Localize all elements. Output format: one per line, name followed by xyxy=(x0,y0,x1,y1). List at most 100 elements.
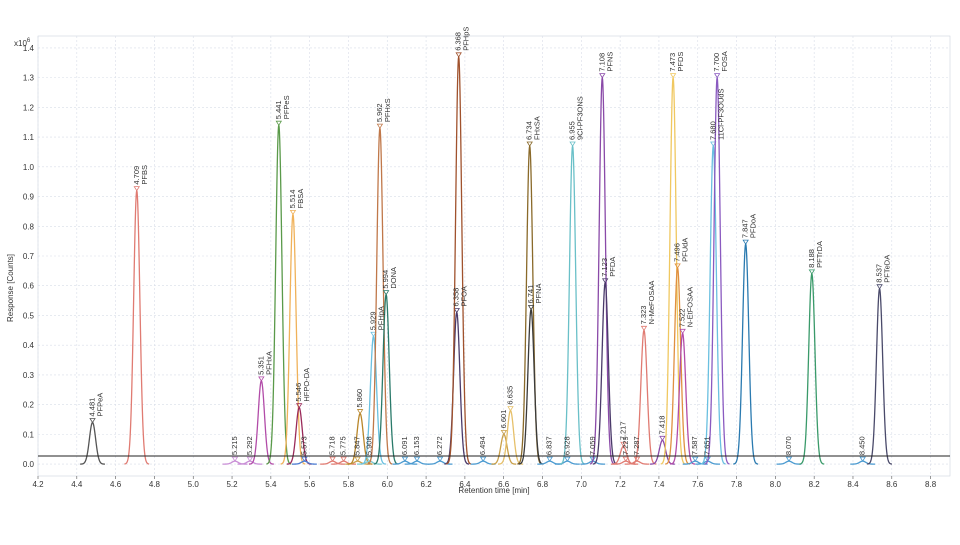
peak-rt-label: 5.292 xyxy=(245,436,254,455)
peak-rt-label: 6.955 xyxy=(568,121,577,140)
peak-apex-marker xyxy=(275,120,283,126)
y-tick-label: 0.2 xyxy=(23,401,35,410)
x-tick-label: 6.2 xyxy=(421,480,433,489)
peak-name-label: PFTeDA xyxy=(883,255,892,283)
peak-rt-label: 7.108 xyxy=(597,53,606,72)
peak-rt-label: 5.908 xyxy=(364,436,373,455)
peak-rt-label: 7.217 xyxy=(618,421,627,440)
peak-apex-marker xyxy=(370,331,377,338)
peak-rt-label: 8.537 xyxy=(875,264,884,283)
peak-apex-marker xyxy=(436,456,444,462)
peak-name-label: PFBS xyxy=(140,165,149,185)
x-tick-label: 8.4 xyxy=(847,480,859,489)
peak-name-label: PFPeA xyxy=(96,393,105,417)
x-tick-label: 8.0 xyxy=(770,480,782,489)
peak-apex-marker xyxy=(258,376,265,382)
peak-name-label: PFTrDA xyxy=(815,241,824,268)
peak-apex-marker xyxy=(526,141,533,147)
y-tick-label: 1.1 xyxy=(23,133,35,142)
x-tick-label: 7.2 xyxy=(615,480,627,489)
x-tick-label: 7.4 xyxy=(653,480,665,489)
x-tick-label: 4.6 xyxy=(110,480,122,489)
y-tick-label: 0.7 xyxy=(23,252,35,261)
peak-name-label: PFHpA xyxy=(376,306,385,330)
peak-rt-label: 5.573 xyxy=(299,436,308,455)
peak-rt-label: 6.928 xyxy=(562,436,571,455)
peak-rt-label: 5.718 xyxy=(328,436,337,455)
y-axis-title: Response [Counts] xyxy=(6,254,15,322)
peak-name-label: PFHxS xyxy=(383,98,392,122)
peak-rt-label: 6.601 xyxy=(499,410,508,429)
x-tick-label: 6.6 xyxy=(498,480,510,489)
peak-name-label: N-MeFOSAA xyxy=(647,281,656,325)
y-tick-label: 0.1 xyxy=(23,430,35,439)
y-tick-label: 1.0 xyxy=(23,163,35,172)
x-tick-label: 7.8 xyxy=(731,480,743,489)
peak-apex-marker xyxy=(507,406,514,412)
peak-apex-marker xyxy=(674,263,681,269)
peak-rt-label: 7.059 xyxy=(588,436,597,455)
peak-apex-marker xyxy=(376,123,384,129)
x-tick-label: 6.4 xyxy=(459,480,471,489)
peak-apex-marker xyxy=(527,305,535,311)
x-tick-label: 5.8 xyxy=(343,480,355,489)
peak-rt-label: 7.680 xyxy=(708,121,717,140)
peak-rt-label: 7.123 xyxy=(600,258,609,277)
peak-rt-label: 7.418 xyxy=(657,416,666,435)
peak-apex-marker xyxy=(382,290,390,296)
peak-apex-marker xyxy=(413,456,421,462)
peak-rt-label: 5.860 xyxy=(355,389,364,408)
y-tick-label: 1.3 xyxy=(23,74,35,83)
peak-rt-label: 6.368 xyxy=(454,32,463,51)
peak-apex-marker xyxy=(589,456,596,462)
x-tick-label: 4.8 xyxy=(149,480,161,489)
x-tick-label: 4.2 xyxy=(32,480,44,489)
peak-rt-label: 5.215 xyxy=(230,436,239,455)
x-axis-title: Retention time [min] xyxy=(458,486,529,495)
peak-apex-marker xyxy=(295,403,303,409)
peak-apex-marker xyxy=(710,141,717,147)
peak-rt-label: 8.450 xyxy=(858,436,867,455)
peak-apex-marker xyxy=(876,284,883,290)
peak-name-label: PFOA xyxy=(460,286,469,306)
peak-apex-marker xyxy=(453,308,460,314)
grid xyxy=(37,36,950,476)
x-tick-label: 4.4 xyxy=(71,480,83,489)
peak-rt-label: 6.153 xyxy=(412,436,421,455)
peak-apex-marker xyxy=(231,456,239,462)
peak-rt-label: 7.651 xyxy=(703,436,712,455)
peak-name-label: N-EtFOSAA xyxy=(686,287,695,327)
peak-name-label: PFPeS xyxy=(282,95,291,119)
peak-apex-marker xyxy=(785,456,793,462)
y-axis-ticks: 0.0 0.1 0.2 0.3 0.4 0.5 0.6 0.7 0.8 0.9 1.0 1.1 1.2 1… xyxy=(23,44,35,469)
y-tick-label: 0.4 xyxy=(23,341,35,350)
peak-name-label: PFNS xyxy=(605,52,614,72)
peak-name-label: DONA xyxy=(389,267,398,289)
peak-apex-marker xyxy=(569,141,576,147)
chromatogram-traces xyxy=(79,52,893,465)
peak-rt-label: 8.070 xyxy=(784,436,793,455)
peak-apex-marker xyxy=(640,325,648,332)
peak-apex-marker xyxy=(599,73,606,79)
peak-rt-label: 5.847 xyxy=(353,436,362,455)
peak-name-label: PFHxA xyxy=(264,351,273,375)
peak-apex-marker xyxy=(704,456,711,462)
peak-apex-marker xyxy=(246,456,254,462)
peak-apex-marker xyxy=(356,409,364,415)
peak-apex-marker xyxy=(742,239,749,245)
peak-apex-marker xyxy=(455,52,462,58)
y-tick-label: 1.4 xyxy=(23,44,35,53)
peak-rt-label: 7.323 xyxy=(639,306,648,325)
peak-apex-marker xyxy=(808,269,816,275)
x-tick-label: 7.0 xyxy=(576,480,588,489)
peak-apex-marker xyxy=(659,435,666,442)
peak-apex-marker xyxy=(679,328,686,335)
y-tick-label: 1.2 xyxy=(23,103,35,112)
peak-apex-marker xyxy=(692,456,699,462)
peak-apex-marker xyxy=(89,418,96,424)
peak-rt-label: 6.091 xyxy=(400,436,409,455)
peak-apex-marker xyxy=(620,441,627,448)
peak-name-label: 11Cl-PF3OUdS xyxy=(716,88,725,140)
peak-rt-label: 5.441 xyxy=(274,100,283,119)
